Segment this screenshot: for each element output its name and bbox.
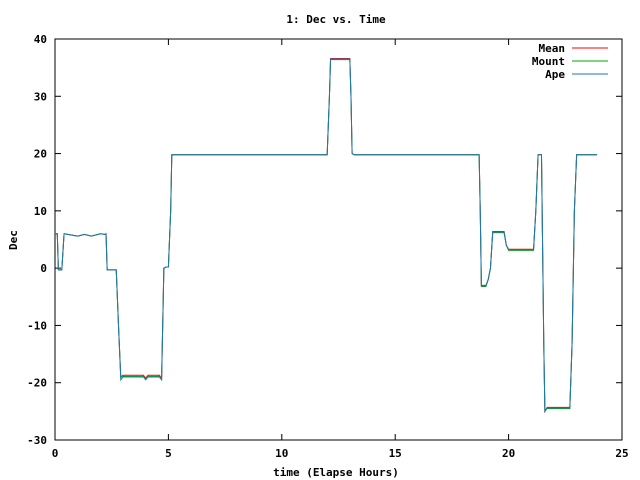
y-tick-label: 10 xyxy=(34,205,47,218)
series-line-ape xyxy=(55,58,598,413)
x-tick-label: 5 xyxy=(165,447,172,460)
series-line-mean xyxy=(55,57,598,414)
y-tick-label: -10 xyxy=(27,319,47,332)
y-tick-label: 40 xyxy=(34,33,47,46)
y-tick-label: 20 xyxy=(34,148,47,161)
x-tick-label: 10 xyxy=(275,447,288,460)
x-tick-label: 20 xyxy=(502,447,515,460)
x-tick-label: 15 xyxy=(389,447,402,460)
legend-label-mount: Mount xyxy=(532,55,565,68)
x-tick-label: 0 xyxy=(52,447,59,460)
series-line-mount xyxy=(55,59,598,413)
x-axis-label: time (Elapse Hours) xyxy=(273,466,399,479)
y-axis-label: Dec xyxy=(7,230,20,250)
legend-label-mean: Mean xyxy=(539,42,566,55)
legend-label-ape: Ape xyxy=(545,68,565,81)
y-tick-label: -20 xyxy=(27,377,47,390)
plot-frame xyxy=(54,38,623,441)
series-lines xyxy=(55,57,598,414)
y-tick-label: 30 xyxy=(34,90,47,103)
y-tick-label: -30 xyxy=(27,434,47,447)
x-tick-label: 25 xyxy=(615,447,628,460)
axes: 0 5 10 15 20 25 -30 -20 -10 0 10 20 30 40 xyxy=(27,33,629,460)
y-tick-label: 0 xyxy=(40,262,47,275)
chart-title: 1: Dec vs. Time xyxy=(286,13,386,26)
